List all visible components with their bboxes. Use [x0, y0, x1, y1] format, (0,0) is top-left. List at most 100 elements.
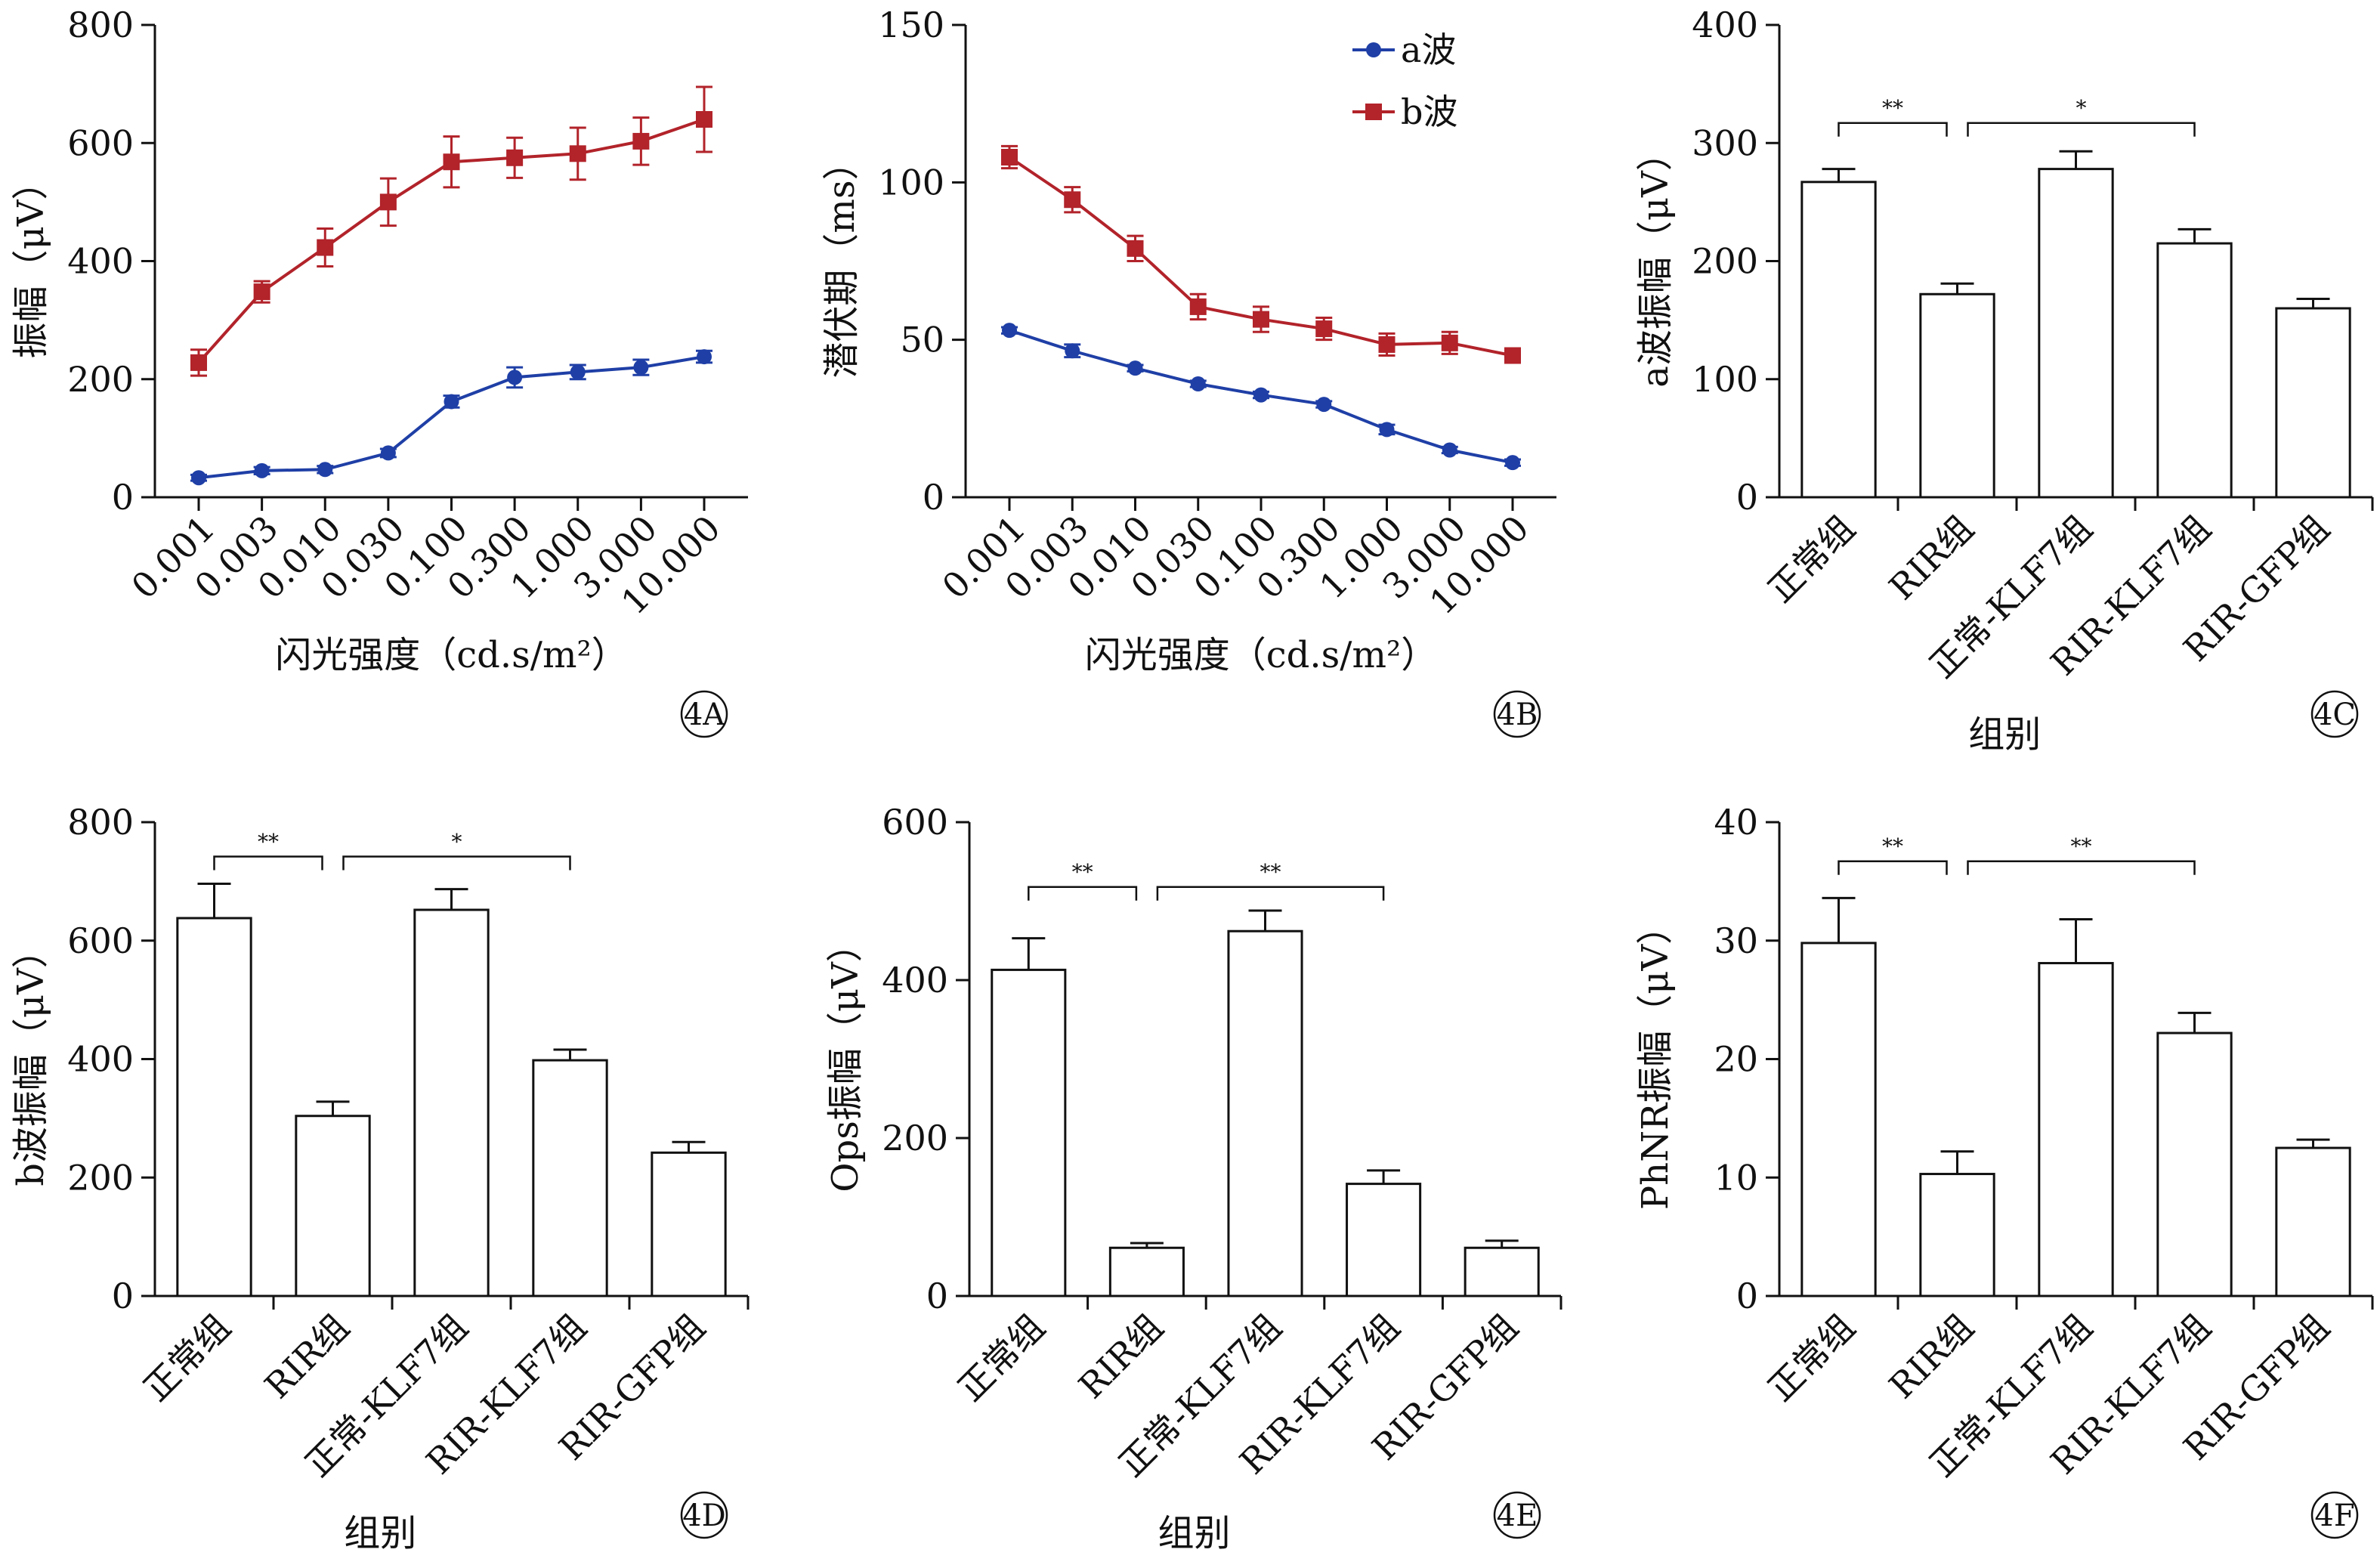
panel-tag-label: 4A: [684, 697, 725, 732]
data-point: [1441, 334, 1458, 351]
bar: [176, 917, 252, 1297]
data-point: [1189, 298, 1207, 315]
data-point: [317, 239, 334, 256]
significance-label: *: [2076, 96, 2087, 121]
y-tick-label: 100: [1692, 359, 1758, 400]
data-point: [253, 283, 270, 301]
y-tick-label: 800: [67, 802, 134, 843]
x-tick-label: RIR组: [257, 1307, 357, 1407]
bar: [532, 1059, 608, 1297]
data-point: [444, 394, 459, 410]
significance-label: **: [2071, 834, 2092, 859]
panel-4a: 0200400600800振幅（μV）0.0010.0030.0100.0300…: [10, 5, 748, 738]
x-tick-label: 正常组: [1760, 1307, 1863, 1409]
x-tick-label: RIR组: [1881, 508, 1982, 608]
y-tick-label: 400: [1692, 5, 1758, 45]
data-point: [633, 360, 649, 376]
y-tick-label: 0: [926, 1276, 948, 1316]
x-tick-label: RIR组: [1071, 1307, 1171, 1407]
y-tick-label: 50: [900, 320, 944, 360]
data-point: [1253, 387, 1269, 403]
significance-bracket: [1838, 122, 1948, 137]
data-point: [1316, 397, 1332, 413]
y-tick-label: 0: [112, 1276, 134, 1316]
data-point: [254, 462, 270, 478]
significance-label: *: [452, 829, 462, 854]
data-point: [570, 364, 586, 380]
x-tick-label: 正常组: [1760, 508, 1863, 611]
panel-tag-label: 4E: [1497, 1499, 1538, 1533]
significance-bracket: [1967, 860, 2196, 875]
significance-label: **: [1260, 860, 1281, 885]
bar: [1919, 292, 1995, 499]
panel-tag-circle: [680, 1491, 728, 1539]
data-point: [506, 149, 524, 166]
bar: [1800, 942, 1877, 1297]
significance-label: **: [1882, 96, 1903, 121]
y-tick-label: 150: [878, 5, 944, 45]
y-tick-label: 0: [923, 477, 944, 518]
bar: [295, 1115, 371, 1297]
bar: [1227, 929, 1303, 1297]
y-tick-label: 200: [67, 359, 134, 400]
y-tick-label: 200: [67, 1157, 134, 1198]
bar: [2275, 1146, 2351, 1297]
bar: [1919, 1173, 1995, 1297]
bar: [991, 968, 1067, 1297]
bar: [1464, 1246, 1540, 1297]
panel-tag-circle: [680, 690, 728, 738]
y-tick-label: 400: [67, 1039, 134, 1080]
y-axis-title: b波振幅（μV）: [10, 932, 52, 1186]
y-tick-label: 20: [1714, 1039, 1758, 1080]
data-point: [1505, 455, 1520, 471]
y-tick-label: 10: [1714, 1157, 1758, 1198]
y-tick-label: 200: [1692, 241, 1758, 282]
panel-tag-circle: [2310, 1491, 2359, 1539]
y-axis-title: a波振幅（μV）: [1634, 135, 1677, 387]
series-line: [198, 355, 705, 480]
data-point: [1002, 323, 1017, 339]
y-axis-title: 潜伏期（ms）: [821, 144, 863, 378]
data-point: [379, 193, 397, 211]
data-point: [696, 111, 712, 128]
panel-tag-circle: [1493, 1491, 1541, 1539]
data-point: [191, 470, 206, 486]
x-tick-label: 正常组: [950, 1307, 1052, 1409]
y-tick-label: 800: [67, 5, 134, 45]
data-point: [1315, 320, 1333, 338]
data-point: [1442, 442, 1457, 458]
panel-tag-label: 4F: [2314, 1499, 2354, 1533]
data-point: [380, 445, 396, 461]
y-tick-label: 300: [1692, 122, 1758, 163]
legend-marker: [1366, 42, 1381, 57]
significance-bracket: [1967, 122, 2196, 137]
legend-label: a波: [1401, 29, 1456, 70]
panel-4b: 050100150潜伏期（ms）0.0010.0030.0100.0300.10…: [821, 5, 1556, 738]
bar: [1346, 1183, 1422, 1297]
bar: [1800, 181, 1877, 499]
y-axis-title: PhNR振幅（μV）: [1634, 908, 1677, 1210]
data-point: [569, 145, 586, 162]
panel-tag-circle: [2310, 690, 2359, 738]
y-tick-label: 600: [67, 920, 134, 961]
y-tick-label: 200: [882, 1118, 948, 1158]
bar: [1108, 1246, 1185, 1297]
y-tick-label: 400: [882, 960, 948, 1001]
y-tick-label: 400: [67, 241, 134, 282]
significance-bracket: [213, 855, 323, 871]
panel-tag-label: 4C: [2314, 697, 2356, 732]
data-point: [1065, 343, 1080, 359]
bar: [651, 1151, 727, 1297]
y-tick-label: 0: [112, 477, 134, 518]
panel-tag-circle: [1493, 690, 1541, 738]
significance-bracket: [1838, 860, 1948, 875]
x-tick-label: 正常组: [136, 1307, 239, 1409]
bar: [2038, 168, 2114, 499]
data-point: [1127, 240, 1144, 257]
y-tick-label: 600: [882, 802, 948, 843]
data-point: [1001, 149, 1018, 165]
